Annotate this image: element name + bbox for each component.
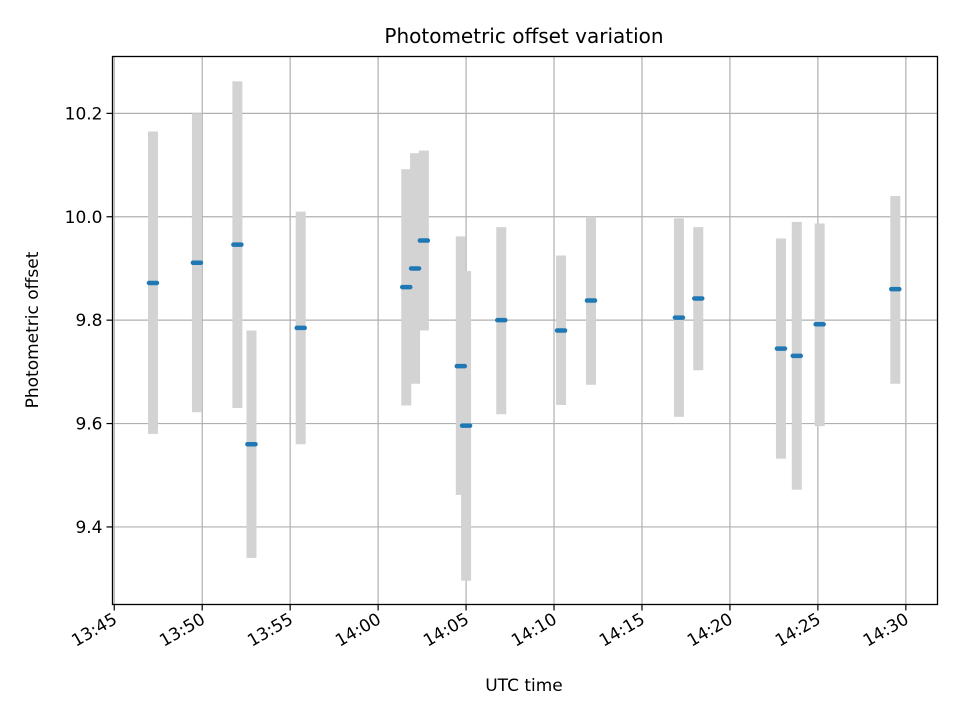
x-tick-label: 14:15	[596, 610, 648, 652]
data-points	[146, 238, 902, 447]
x-tick-label: 14:05	[420, 610, 472, 652]
y-axis-ticks: 9.4 9.6 9.8 10.0 10.2	[65, 104, 113, 538]
x-tick-label: 14:25	[772, 610, 824, 652]
chart-title: Photometric offset variation	[384, 24, 663, 48]
x-tick-label: 14:10	[508, 610, 560, 652]
x-axis-label: UTC time	[485, 676, 563, 696]
x-tick-label: 13:45	[68, 610, 120, 652]
y-tick-label: 9.6	[75, 415, 102, 435]
y-tick-label: 10.2	[65, 104, 103, 124]
error-bars	[147, 81, 901, 581]
x-tick-label: 13:50	[156, 610, 208, 652]
x-tick-label: 14:20	[684, 610, 736, 652]
x-axis-ticks: 13:45 13:50 13:55 14:00 14:05 14:10 14:15 14:20…	[68, 604, 912, 652]
x-tick-label: 14:00	[332, 610, 384, 652]
y-tick-label: 10.0	[65, 208, 103, 228]
x-tick-label: 13:55	[244, 610, 296, 652]
y-axis-label: Photometric offset	[23, 251, 43, 408]
y-tick-label: 9.8	[75, 311, 102, 331]
y-tick-label: 9.4	[75, 518, 102, 538]
x-tick-label: 14:30	[860, 610, 912, 652]
plot-frame	[111, 55, 939, 606]
